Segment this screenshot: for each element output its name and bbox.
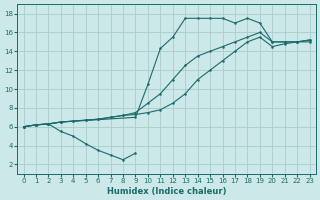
X-axis label: Humidex (Indice chaleur): Humidex (Indice chaleur) — [107, 187, 226, 196]
